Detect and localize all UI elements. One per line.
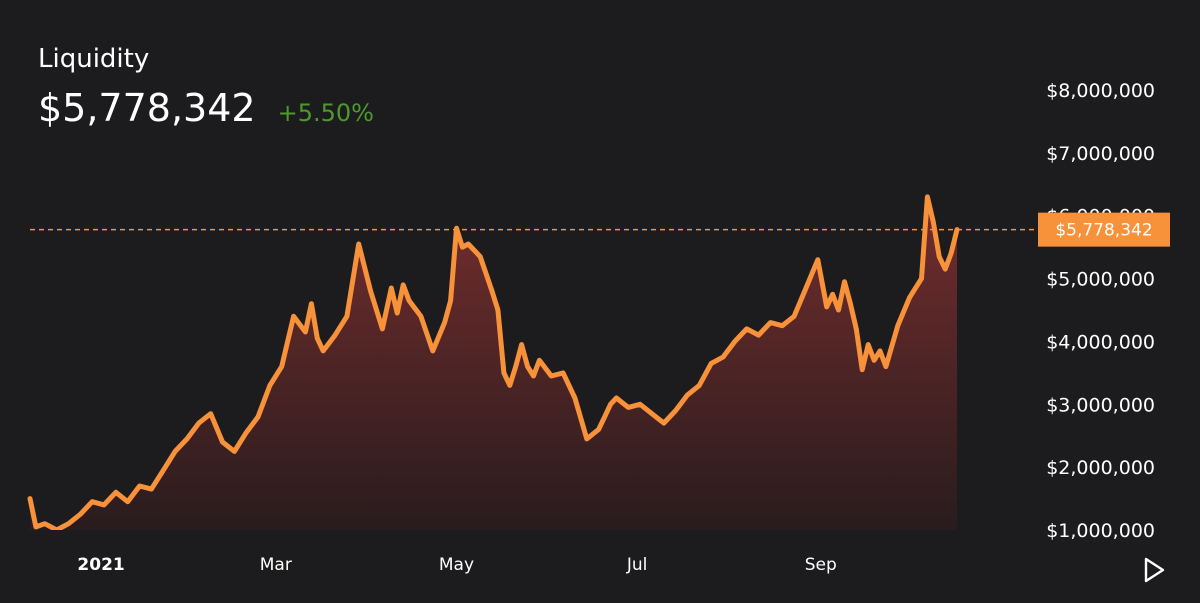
y-tick-label: $8,000,000 <box>1046 80 1155 102</box>
change-percent: +5.50% <box>277 99 374 127</box>
y-tick-label: $2,000,000 <box>1046 457 1155 479</box>
y-tick-label: $7,000,000 <box>1046 143 1155 165</box>
x-tick-label: Jul <box>626 555 648 575</box>
series-line <box>27 194 960 530</box>
current-value-label: $5,778,342 <box>1055 221 1152 241</box>
x-tick-label: 2021 <box>77 555 124 575</box>
value-row: $5,778,342 +5.50% <box>38 86 374 130</box>
play-button[interactable] <box>1140 556 1168 584</box>
current-value-badge: $5,778,342 <box>1038 212 1170 247</box>
play-icon <box>1144 557 1165 583</box>
area-fill <box>30 196 957 530</box>
current-liquidity-value: $5,778,342 <box>38 86 256 130</box>
y-tick-label: $3,000,000 <box>1046 394 1155 416</box>
y-tick-label: $5,000,000 <box>1046 269 1155 291</box>
page-title: Liquidity <box>38 44 150 74</box>
y-tick-label: $1,000,000 <box>1046 520 1155 542</box>
x-tick-label: May <box>439 555 474 575</box>
y-tick-label: $4,000,000 <box>1046 331 1155 353</box>
x-tick-label: Mar <box>260 555 292 575</box>
x-tick-label: Sep <box>805 555 837 575</box>
